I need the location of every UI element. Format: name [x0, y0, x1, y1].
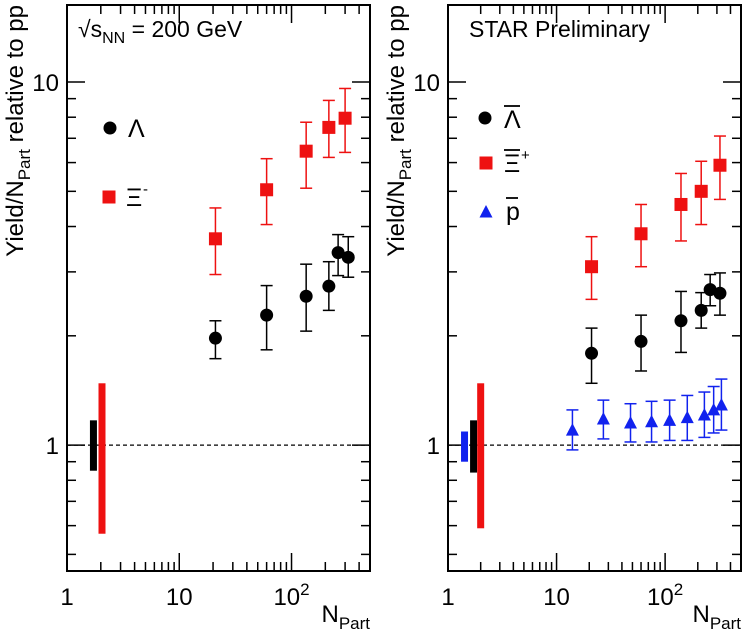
panel-1-annotation: √sNN = 200 GeV [78, 16, 243, 47]
panel-1-legend-sup: - [143, 181, 148, 198]
panel-1-data-point [341, 250, 355, 264]
panel-2-systematic-band [470, 420, 478, 473]
panel-2-systematic-band [477, 383, 485, 529]
panel-1-data-point [322, 120, 336, 134]
panel-2-annotation: STAR Preliminary [469, 16, 651, 42]
panel-1-x-tick-label: 10 [166, 584, 193, 611]
panel-2-systematic-band [461, 431, 469, 462]
panel-1-data-point [299, 144, 313, 158]
panel-2-series-3 [565, 378, 728, 451]
panel-2-legend-marker [479, 205, 493, 218]
panel-1-x-tick-label: 1 [60, 584, 73, 611]
panel-1-x-tick-label-text: 1 [60, 584, 73, 611]
panel-2-x-axis-label: NPart [692, 601, 741, 633]
panel-2-legend-label: p [506, 198, 520, 226]
panel-2-x-axis-label-main: N [692, 601, 709, 628]
panel-2-data-point [663, 413, 677, 426]
panel-1-y-axis-label: Yield/NPart relative to pp [2, 5, 34, 257]
panel-2-x-tick-label-text: 1 [441, 584, 454, 611]
panel-2-data-point [714, 397, 728, 411]
panel-2-data-point [645, 414, 659, 428]
panel-1-data-point [322, 279, 336, 293]
panel-2-y-tick-label: 1 [427, 433, 440, 460]
panel-1-data-point [260, 183, 274, 197]
panel-2-data-point [674, 197, 688, 211]
panel-2-legend-marker [478, 111, 492, 125]
panel-1-data-point [208, 331, 222, 345]
panel-2-y-axis-label-rest: relative to pp [383, 5, 410, 149]
panel-1-series-1 [208, 233, 355, 360]
panel-1-x-tick-label: 102 [273, 580, 309, 611]
panel-1-series-2 [208, 87, 352, 276]
panel-1-systematic-band [98, 383, 106, 534]
panel-1-annotation-s: s [91, 16, 103, 42]
panel-1-systematic-band [89, 420, 97, 471]
panel-1-frame [66, 4, 371, 572]
panel-2-series-2 [585, 135, 727, 301]
panel-1-x-tick-label-text: 10 [273, 584, 300, 611]
panel-2-data-point [680, 410, 694, 424]
panel-1-data-point [331, 246, 345, 260]
panel-1-annotation-root: √ [78, 16, 91, 42]
panel-2-frame [447, 4, 742, 572]
panel-1-x-tick-label-sup: 2 [300, 580, 309, 599]
panel-2-y-axis-label-sub: Part [396, 149, 415, 180]
panel-1-y-axis-label-sub: Part [15, 149, 34, 180]
panel-2-data-point [703, 283, 717, 297]
panel-2-data-point [585, 346, 599, 360]
panel-1-data-point [208, 232, 222, 246]
panel-1-x-axis-label-sub: Part [339, 614, 370, 633]
panel-2-data-point [634, 334, 648, 348]
panel-2-data-point [694, 184, 708, 198]
panel-2-legend-label: Ξ [504, 150, 520, 178]
panel-1-x-axis-label: NPart [321, 601, 370, 633]
panel-1-legend-marker [102, 190, 116, 204]
panel-2-y-axis-label: Yield/NPart relative to pp [383, 5, 415, 257]
panel-2-data-point [697, 408, 711, 421]
panel-2-x-axis-label-sub: Part [710, 614, 741, 633]
panel-1-x-axis-label-main: N [321, 601, 338, 628]
panel-1-data-point [299, 289, 313, 303]
panel-2-y-axis-label-main: Yield/N [383, 180, 410, 256]
panel-2-data-point [624, 416, 638, 429]
panel-1-y-axis-label-rest: relative to pp [2, 5, 29, 149]
panel-2-series-1 [585, 272, 727, 385]
panel-2-data-point [674, 314, 688, 328]
panel-1-legend-label: Ξ [126, 184, 142, 212]
panel-2-legend-label: Λ [504, 106, 521, 134]
panel-1-data-point [338, 111, 352, 125]
panel-1-x-tick-label-text: 10 [166, 584, 193, 611]
panel-2-x-tick-label-sup: 2 [674, 580, 683, 599]
panel-2-x-tick-label-text: 10 [647, 584, 674, 611]
panel-2-y-tick-label: 10 [413, 70, 440, 97]
panel-2-legend-sup: + [521, 147, 530, 164]
panel-2-x-tick-label: 102 [647, 580, 683, 611]
panel-2-data-point [585, 260, 599, 274]
panel-1-annotation-sub: NN [102, 30, 125, 47]
panel-2-x-tick-label: 10 [543, 584, 570, 611]
panel-2-x-tick-label-text: 10 [543, 584, 570, 611]
panel-2-data-point [634, 227, 648, 241]
panel-2-legend-marker [479, 156, 493, 170]
panel-2-x-tick-label: 1 [441, 584, 454, 611]
panel-2-data-point [565, 423, 579, 436]
panel-2-data-point [707, 402, 721, 416]
panel-2-data-point [596, 411, 610, 425]
panel-1-y-tick-label: 1 [46, 433, 59, 460]
panel-1-y-axis-label-main: Yield/N [2, 180, 29, 256]
panel-2-data-point [694, 303, 708, 317]
panel-1-legend-marker [103, 121, 117, 135]
panel-2-data-point [713, 158, 727, 172]
panel-1-data-point [260, 308, 274, 322]
panel-1-legend-label: Λ [128, 115, 145, 143]
panel-2-data-point [713, 286, 727, 300]
panel-1-y-tick-label: 10 [32, 70, 59, 97]
panel-1-annotation-rest: = 200 GeV [125, 16, 243, 42]
